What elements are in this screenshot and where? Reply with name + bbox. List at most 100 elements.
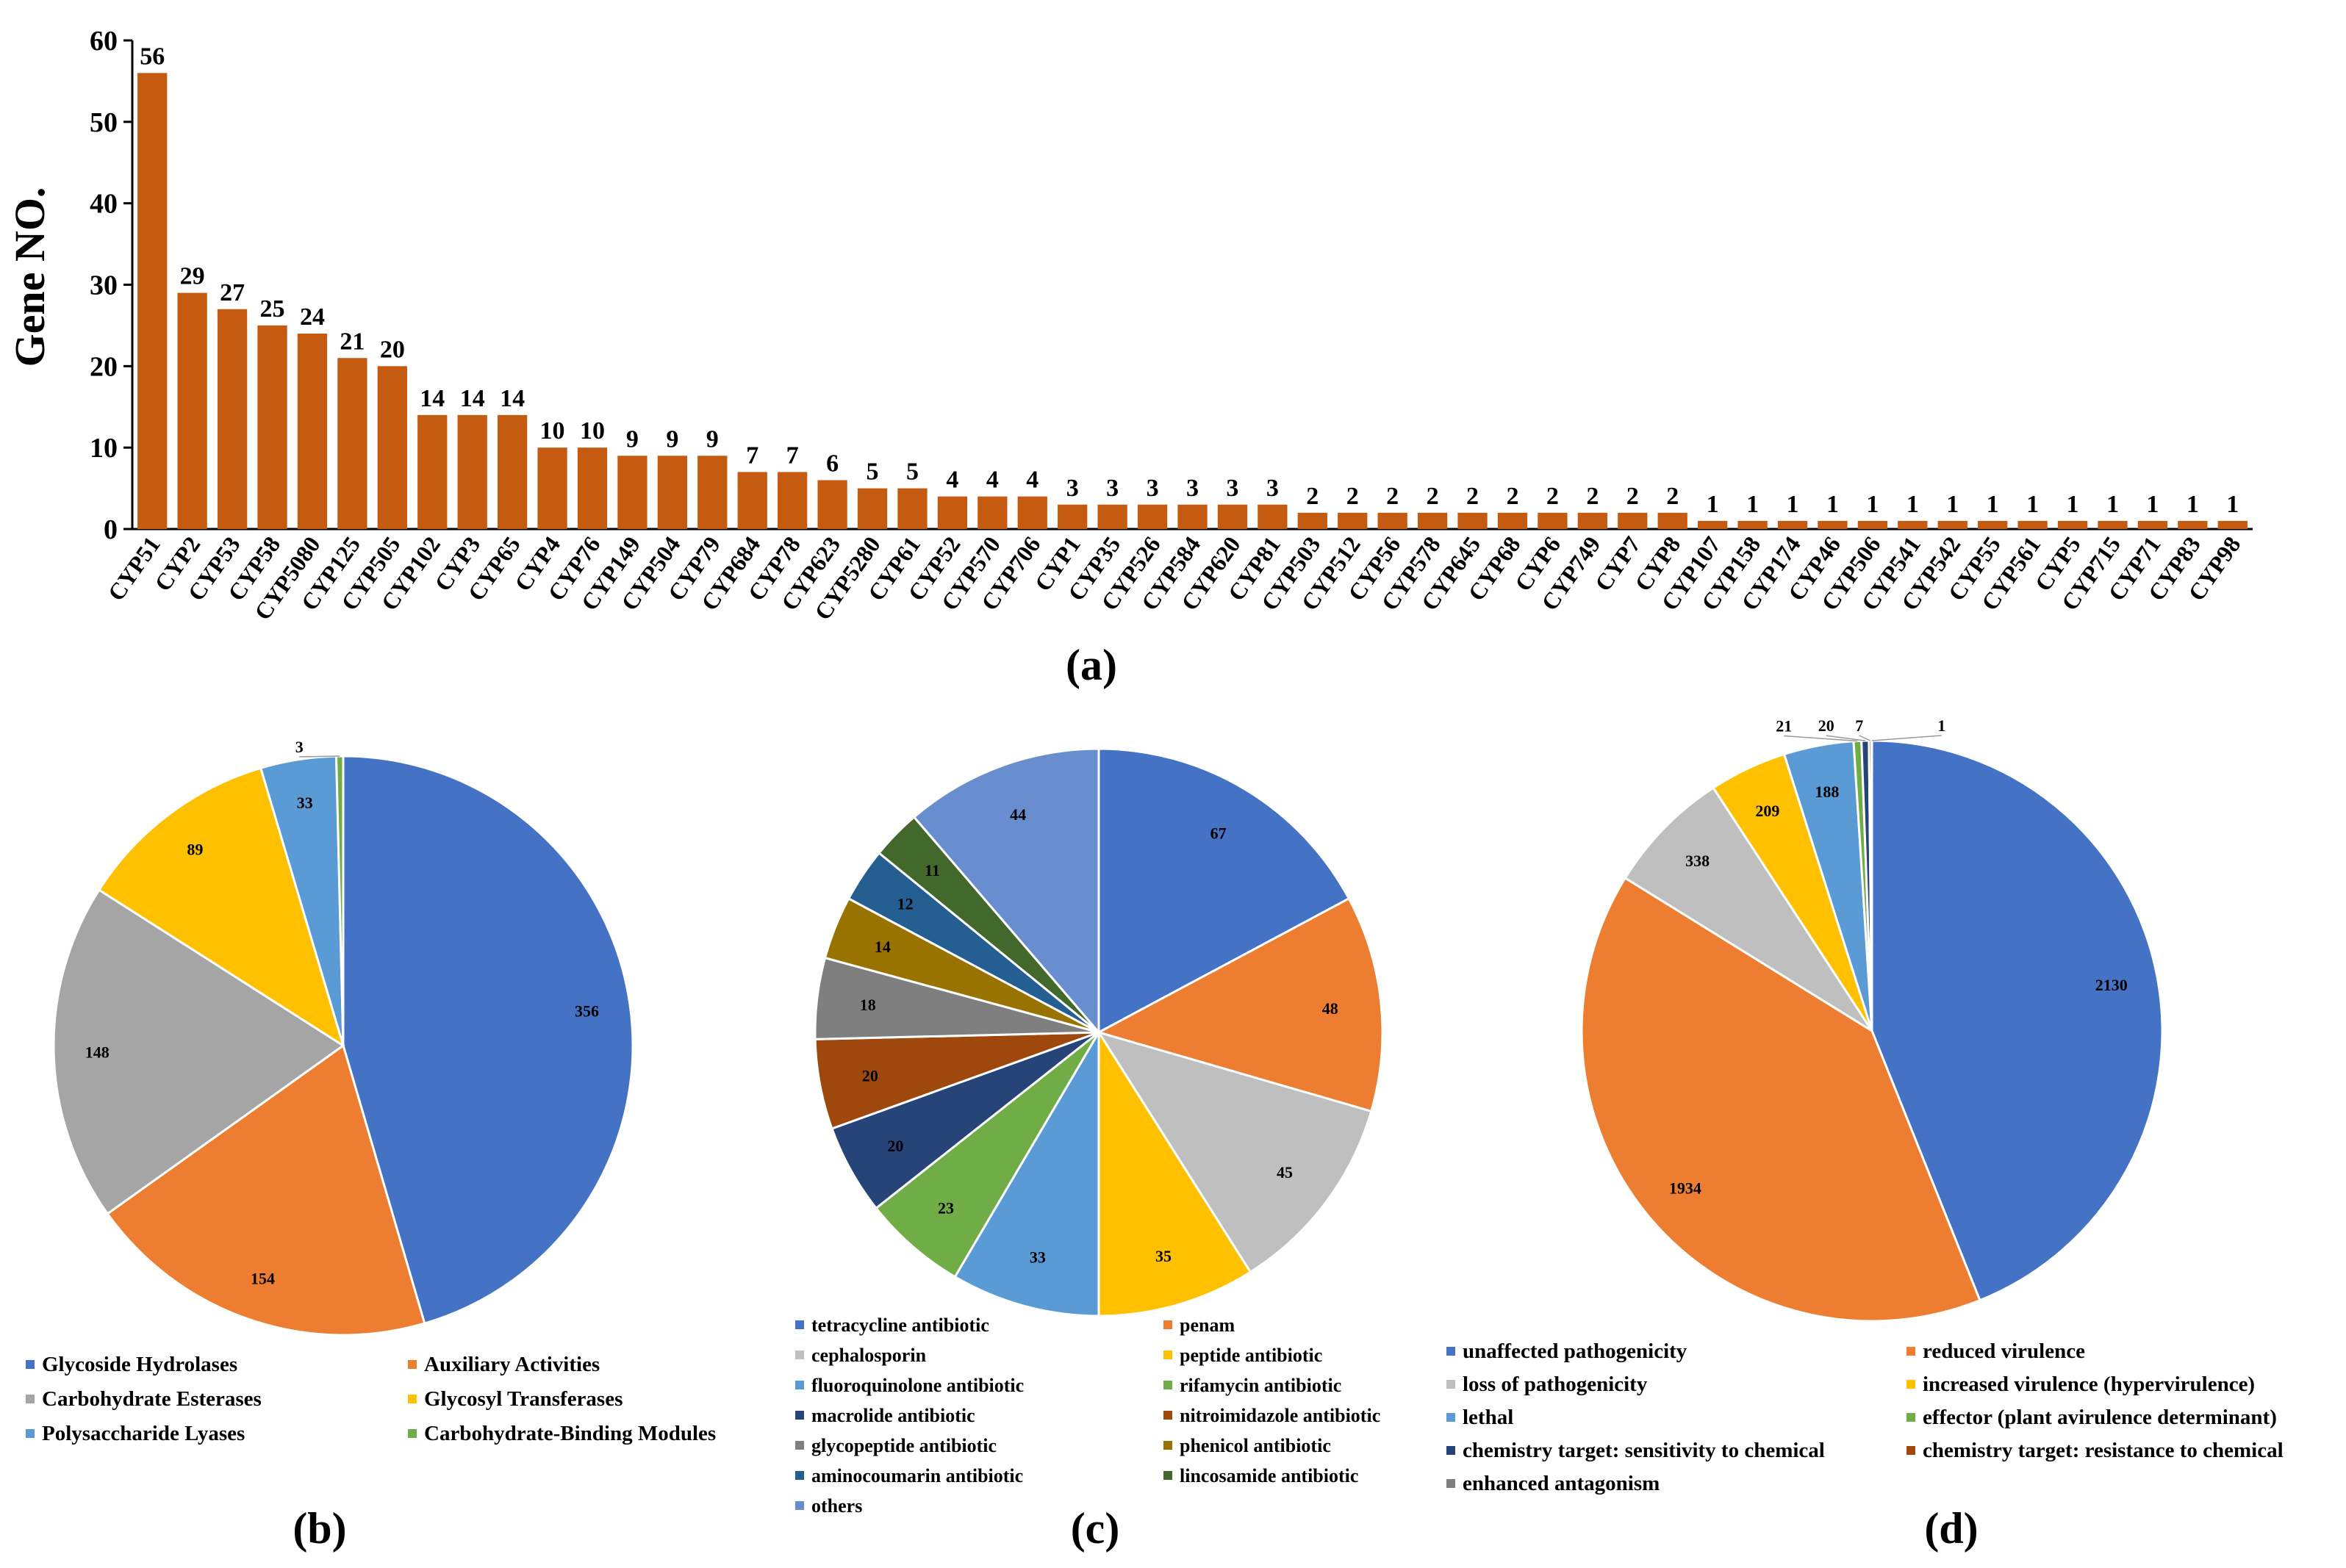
pie-slice bbox=[1870, 739, 1873, 1032]
legend-label: Auxiliary Activities bbox=[424, 1353, 600, 1376]
slice-value-label: 209 bbox=[1755, 802, 1779, 820]
pie-slice bbox=[1096, 896, 1384, 1113]
bar-value-label: 1 bbox=[2146, 491, 2159, 518]
bar-value-label: 27 bbox=[220, 279, 245, 306]
bar-value-label: 2 bbox=[1586, 483, 1599, 510]
legend-swatch bbox=[1163, 1351, 1172, 1359]
legend-label: reduced virulence bbox=[1923, 1339, 2085, 1363]
bar-value-label: 1 bbox=[1866, 491, 1879, 518]
bar-value-label: 5 bbox=[867, 458, 879, 486]
bar-value-label: 9 bbox=[706, 425, 719, 453]
slice-value-label: 33 bbox=[1030, 1248, 1046, 1266]
legend-label: chemistry target: resistance to chemical bbox=[1923, 1439, 2284, 1462]
bar bbox=[2137, 520, 2168, 529]
bar bbox=[1058, 504, 1088, 529]
slice-value-label: 1934 bbox=[1669, 1179, 1701, 1197]
y-axis-label: Gene NO. bbox=[6, 187, 54, 367]
bar-value-label: 4 bbox=[946, 467, 958, 494]
bar bbox=[457, 414, 487, 529]
slice-value-label: 148 bbox=[85, 1043, 110, 1062]
pie-slice bbox=[1097, 747, 1351, 1035]
legend-label: lincosamide antibiotic bbox=[1180, 1465, 1358, 1486]
legend-swatch bbox=[26, 1360, 35, 1369]
bar bbox=[1577, 512, 1607, 529]
legend-label: increased virulence (hypervirulence) bbox=[1923, 1373, 2255, 1396]
bar bbox=[1857, 520, 1888, 529]
bar bbox=[617, 456, 648, 529]
bar-value-label: 10 bbox=[580, 417, 605, 445]
bar-value-label: 3 bbox=[1226, 475, 1238, 502]
bar-value-label: 7 bbox=[786, 442, 799, 469]
bar-value-label: 6 bbox=[826, 450, 839, 478]
bar bbox=[1777, 520, 1808, 529]
legend-swatch bbox=[408, 1429, 417, 1438]
legend-label: chemistry target: sensitivity to chemica… bbox=[1463, 1439, 1825, 1462]
bar-value-label: 1 bbox=[1707, 491, 1719, 518]
pie-data-labels: 67 48 45 35 33 23 20 20 18 14 12 11 44 bbox=[860, 805, 1338, 1266]
bar-value-label: 2 bbox=[1506, 483, 1518, 510]
bar-value-label: 56 bbox=[140, 43, 165, 70]
legend: unaffected pathogenicity reduced virulenc… bbox=[1446, 1339, 2284, 1495]
legend: Glycoside Hydrolases Auxiliary Activities… bbox=[26, 1353, 716, 1445]
bar bbox=[2098, 520, 2128, 529]
legend-swatch bbox=[1446, 1413, 1455, 1422]
legend-label: others bbox=[811, 1495, 862, 1517]
slice-value-label: 154 bbox=[251, 1270, 275, 1288]
legend-label: macrolide antibiotic bbox=[811, 1405, 975, 1426]
legend-swatch bbox=[1163, 1411, 1172, 1420]
leader-line bbox=[1859, 735, 1871, 741]
bar-value-label: 21 bbox=[340, 328, 365, 355]
bar bbox=[137, 73, 168, 530]
bar bbox=[1818, 520, 1848, 529]
bar bbox=[937, 496, 968, 529]
bar-value-label: 1 bbox=[2026, 491, 2039, 518]
bar-value-label: 14 bbox=[460, 385, 485, 412]
pie-chart-phi-phenotypes: 2130 1934 338 209 188 21 20 7 1 unaffected patho… bbox=[1446, 716, 2284, 1553]
legend-swatch bbox=[1906, 1413, 1915, 1422]
bar-value-label: 1 bbox=[1826, 491, 1839, 518]
pie-slice bbox=[953, 1028, 1100, 1317]
bar bbox=[697, 456, 728, 529]
slice-value-label: 21 bbox=[1776, 716, 1792, 735]
bar bbox=[1737, 520, 1768, 529]
bar-value-label: 10 bbox=[540, 417, 565, 445]
bar-value-label: 3 bbox=[1106, 475, 1119, 502]
legend-label: Carbohydrate-Binding Modules bbox=[424, 1422, 716, 1445]
pie-slice bbox=[1097, 1028, 1252, 1317]
slice-value-label: 67 bbox=[1210, 824, 1227, 842]
slice-value-label: 45 bbox=[1277, 1163, 1293, 1182]
pie-slice bbox=[875, 1031, 1100, 1279]
legend-swatch bbox=[795, 1411, 804, 1420]
bar-value-label: 2 bbox=[1386, 483, 1399, 510]
legend-label: penam bbox=[1180, 1315, 1235, 1336]
pie-slice bbox=[1870, 739, 2164, 1302]
legend-swatch bbox=[1163, 1381, 1172, 1389]
bar bbox=[1137, 504, 1168, 529]
bar bbox=[2178, 520, 2208, 529]
y-tick-label: 10 bbox=[90, 433, 118, 464]
bar bbox=[978, 496, 1008, 529]
pie-slices bbox=[52, 755, 634, 1337]
pie-slice bbox=[1580, 876, 1981, 1323]
slice-value-label: 1 bbox=[1937, 716, 1945, 735]
bar-value-label: 1 bbox=[1787, 491, 1799, 518]
bar bbox=[1898, 520, 1928, 529]
slice-value-label: 20 bbox=[862, 1066, 878, 1085]
bar-value-label: 7 bbox=[746, 442, 758, 469]
bar bbox=[1618, 512, 1648, 529]
slice-value-label: 338 bbox=[1685, 852, 1710, 870]
leader-line bbox=[1826, 735, 1865, 741]
bar-value-label: 1 bbox=[1946, 491, 1959, 518]
bar-value-label: 14 bbox=[500, 385, 525, 412]
bar-value-label: 3 bbox=[1066, 475, 1079, 502]
slice-value-label: 20 bbox=[887, 1137, 903, 1155]
bar bbox=[417, 414, 448, 529]
bar bbox=[217, 309, 248, 529]
bar bbox=[337, 358, 367, 529]
bar bbox=[857, 488, 888, 529]
bar bbox=[577, 447, 608, 529]
legend-swatch bbox=[26, 1395, 35, 1403]
bar-value-label: 1 bbox=[1746, 491, 1759, 518]
